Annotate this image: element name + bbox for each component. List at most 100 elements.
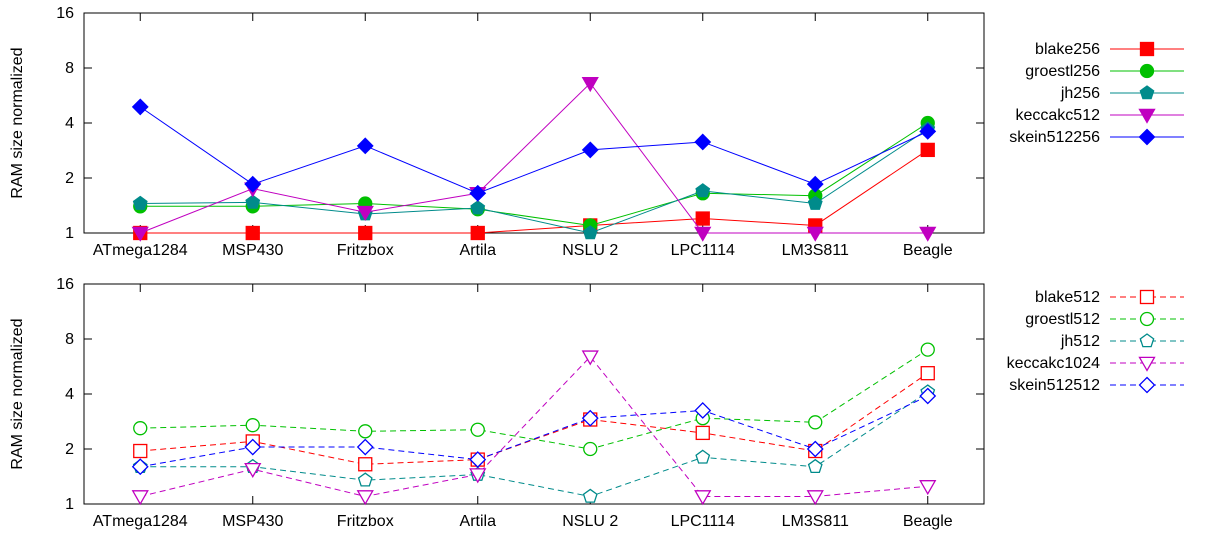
series-line xyxy=(140,391,929,497)
data-point xyxy=(244,462,262,479)
legend-label: keccakc1024 xyxy=(1007,355,1100,372)
data-point xyxy=(581,350,599,366)
data-point xyxy=(470,200,486,215)
legend-label: jh256 xyxy=(1060,85,1100,102)
series-line xyxy=(140,355,928,497)
series-groestl512 xyxy=(133,342,935,457)
data-point xyxy=(919,387,937,405)
legend-label: skein512512 xyxy=(1009,377,1100,394)
data-point xyxy=(694,133,712,151)
data-point xyxy=(469,451,487,469)
y-tick-label: 16 xyxy=(56,276,74,293)
legend-marker xyxy=(1139,63,1155,79)
series-jh256 xyxy=(132,121,936,240)
data-point xyxy=(469,468,487,484)
x-tick-label: LPC1114 xyxy=(671,242,735,259)
y-tick-label: 1 xyxy=(65,496,74,513)
data-point xyxy=(245,225,260,241)
y-tick-label: 4 xyxy=(65,386,74,403)
data-point xyxy=(131,458,149,476)
x-tick-label: MSP430 xyxy=(222,242,283,259)
data-point xyxy=(808,415,823,430)
data-point xyxy=(244,438,262,456)
legend-marker xyxy=(1139,289,1155,305)
data-point xyxy=(583,441,598,457)
data-point xyxy=(356,137,374,155)
legend-label: blake256 xyxy=(1035,41,1100,58)
data-point xyxy=(131,226,149,242)
data-point xyxy=(470,225,485,241)
data-point xyxy=(245,194,261,209)
data-point xyxy=(356,490,374,506)
data-point xyxy=(133,443,148,459)
series-line xyxy=(140,395,928,468)
data-point xyxy=(806,490,824,506)
data-point xyxy=(920,142,935,158)
legend-marker xyxy=(1139,333,1155,348)
plot-frame xyxy=(83,12,985,234)
legend-marker xyxy=(1139,311,1155,327)
data-point xyxy=(581,409,599,427)
chart-panel-1: 1 2 4 8 16 ATmega1284 MSP430 Fritzbox Artila NSLU… xyxy=(9,5,1184,259)
data-point xyxy=(358,424,373,439)
x-tick-label: Fritzbox xyxy=(337,242,394,259)
legend-label: groestl512 xyxy=(1025,311,1100,328)
legend-label: keccakc512 xyxy=(1016,107,1101,124)
series-line xyxy=(140,149,929,234)
data-point xyxy=(356,205,374,221)
data-point xyxy=(581,76,599,93)
legend-label: blake512 xyxy=(1035,289,1100,306)
x-tick-label: Artila xyxy=(460,513,497,530)
data-point xyxy=(357,472,373,487)
x-tick-label: Artila xyxy=(460,242,497,259)
data-point xyxy=(694,490,712,506)
series-keccakc1024 xyxy=(131,350,937,506)
data-point xyxy=(470,422,485,437)
data-point xyxy=(581,141,599,159)
y-tick-label: 2 xyxy=(65,441,74,458)
data-point xyxy=(245,418,260,433)
data-point xyxy=(582,488,598,503)
legend-marker xyxy=(1139,85,1155,100)
x-tick-label: MSP430 xyxy=(222,513,283,530)
x-tick-label: LM3S811 xyxy=(782,242,849,259)
series-keccakc512 xyxy=(131,76,937,242)
data-point xyxy=(807,458,823,474)
y-tick-label: 8 xyxy=(65,331,74,348)
x-tick-label: Beagle xyxy=(903,513,953,530)
y-axis-label: RAM size normalized xyxy=(9,47,26,198)
x-tick-label: Fritzbox xyxy=(337,513,394,530)
data-point xyxy=(695,425,710,441)
data-point xyxy=(582,225,598,240)
data-point xyxy=(695,449,711,464)
data-point xyxy=(358,225,373,241)
legend-label: groestl256 xyxy=(1025,63,1100,80)
y-tick-label: 1 xyxy=(65,225,74,242)
data-point xyxy=(132,195,148,210)
data-point xyxy=(695,211,710,226)
series-line xyxy=(140,349,929,450)
data-point xyxy=(919,226,937,242)
data-point xyxy=(807,195,823,210)
y-tick-label: 8 xyxy=(65,60,74,77)
y-tick-label: 2 xyxy=(65,170,74,187)
data-point xyxy=(920,366,935,381)
x-tick-label: NSLU 2 xyxy=(562,242,618,259)
data-point xyxy=(244,175,262,193)
data-point xyxy=(694,402,712,419)
legend-marker xyxy=(1138,356,1156,372)
series-line xyxy=(140,122,929,226)
x-tick-label: NSLU 2 xyxy=(562,513,618,530)
data-point xyxy=(919,122,937,140)
x-tick-label: ATmega1284 xyxy=(93,513,188,530)
x-tick-label: LPC1114 xyxy=(671,513,735,530)
x-tick-label: ATmega1284 xyxy=(93,242,188,259)
legend-marker xyxy=(1139,41,1155,57)
data-point xyxy=(131,98,149,116)
legend-label: jh512 xyxy=(1060,333,1100,350)
data-point xyxy=(806,175,824,193)
data-point xyxy=(358,457,373,472)
data-point xyxy=(469,184,487,202)
